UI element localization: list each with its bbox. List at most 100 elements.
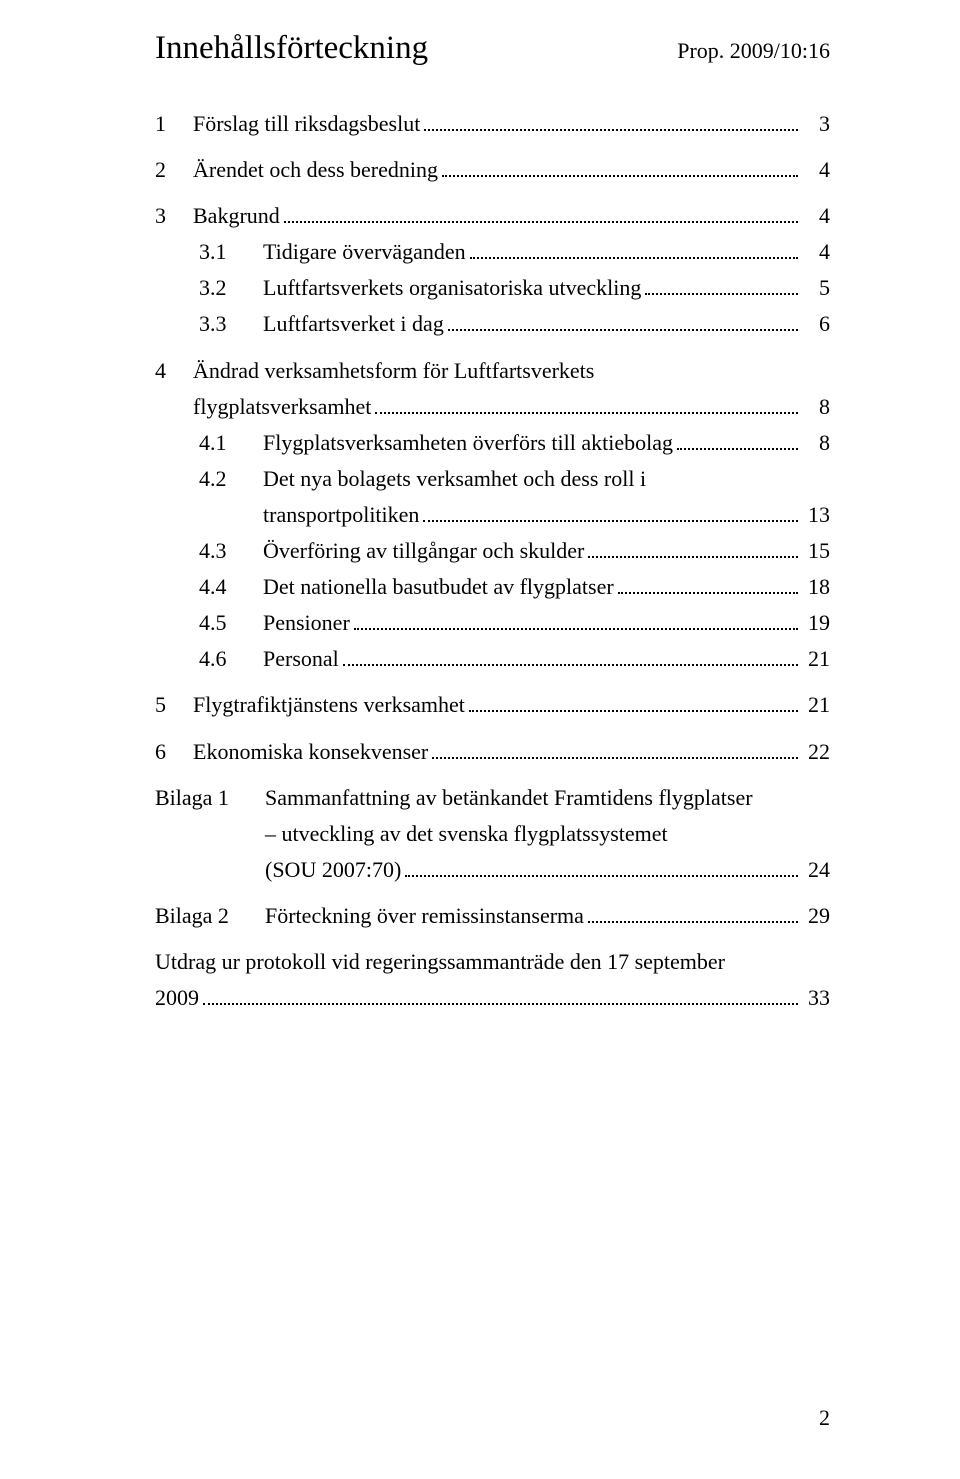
toc-text: Bakgrund bbox=[193, 199, 280, 233]
toc-subentry: 4.1 Flygplatsverksamheten överförs till … bbox=[155, 426, 830, 460]
toc-page: 21 bbox=[802, 642, 830, 676]
toc-block: 4 Ändrad verksamhetsform för Luftfartsve… bbox=[155, 354, 830, 677]
toc-text: Flygplatsverksamheten överförs till akti… bbox=[263, 426, 673, 460]
page: Innehållsförteckning Prop. 2009/10:16 1 … bbox=[0, 0, 960, 1479]
dot-leader bbox=[588, 901, 798, 923]
toc-text: Pensioner bbox=[263, 606, 350, 640]
toc-text: Det nya bolagets verksamhet och dess rol… bbox=[263, 462, 646, 496]
dot-leader bbox=[448, 310, 798, 332]
toc-text: Luftfartsverkets organisatoriska utveckl… bbox=[263, 271, 641, 305]
toc-page: 24 bbox=[802, 853, 830, 887]
toc-number: 2 bbox=[155, 153, 193, 187]
toc-text: Sammanfattning av betänkandet Framtidens… bbox=[265, 781, 753, 815]
toc-number: 4.2 bbox=[155, 462, 263, 496]
toc-entry: Utdrag ur protokoll vid regeringssammant… bbox=[155, 945, 830, 979]
toc-text: Förteckning över remissinstanserma bbox=[265, 899, 584, 933]
dot-leader bbox=[618, 572, 798, 594]
table-of-contents: 1 Förslag till riksdagsbeslut 3 2 Ärende… bbox=[155, 107, 830, 1015]
header-row: Innehållsförteckning Prop. 2009/10:16 bbox=[155, 30, 830, 67]
page-title: Innehållsförteckning bbox=[155, 30, 428, 67]
appendix-label: Bilaga 1 bbox=[155, 781, 265, 815]
toc-entry: 5 Flygtrafiktjänstens verksamhet 21 bbox=[155, 688, 830, 722]
toc-entry: 3 Bakgrund 4 bbox=[155, 199, 830, 233]
toc-page: 19 bbox=[802, 606, 830, 640]
toc-text: Flygtrafiktjänstens verksamhet bbox=[193, 688, 465, 722]
toc-block: Bilaga 1 Sammanfattning av betänkandet F… bbox=[155, 781, 830, 887]
dot-leader bbox=[284, 201, 798, 223]
toc-text: flygplatsverksamhet bbox=[193, 390, 371, 424]
toc-number: 4.1 bbox=[155, 426, 263, 460]
toc-subentry: 3.3 Luftfartsverket i dag 6 bbox=[155, 307, 830, 341]
toc-text: Tidigare överväganden bbox=[263, 235, 466, 269]
toc-page: 5 bbox=[802, 271, 830, 305]
toc-page: 15 bbox=[802, 534, 830, 568]
toc-page: 33 bbox=[802, 981, 830, 1015]
toc-block: 2 Ärendet och dess beredning 4 bbox=[155, 153, 830, 187]
dot-leader bbox=[469, 691, 798, 713]
toc-text: Det nationella basutbudet av flygplatser bbox=[263, 570, 614, 604]
toc-entry: 2 Ärendet och dess beredning 4 bbox=[155, 153, 830, 187]
dot-leader bbox=[470, 237, 798, 259]
dot-leader bbox=[343, 645, 798, 667]
dot-leader bbox=[588, 536, 798, 558]
toc-subentry-line2: transportpolitiken 13 bbox=[155, 498, 830, 532]
toc-entry-line2: flygplatsverksamhet 8 bbox=[155, 390, 830, 424]
dot-leader bbox=[677, 428, 798, 450]
toc-appendix-entry: Bilaga 2 Förteckning över remissinstanse… bbox=[155, 899, 830, 933]
toc-number: 5 bbox=[155, 688, 193, 722]
toc-page: 13 bbox=[802, 498, 830, 532]
toc-text: Ärendet och dess beredning bbox=[193, 153, 438, 187]
toc-page: 8 bbox=[802, 426, 830, 460]
dot-leader bbox=[423, 500, 798, 522]
toc-number: 3.3 bbox=[155, 307, 263, 341]
toc-number: 4.4 bbox=[155, 570, 263, 604]
toc-text: Överföring av tillgångar och skulder bbox=[263, 534, 584, 568]
dot-leader bbox=[424, 109, 798, 131]
toc-text: Personal bbox=[263, 642, 339, 676]
toc-text: Luftfartsverket i dag bbox=[263, 307, 444, 341]
toc-page: 22 bbox=[802, 735, 830, 769]
toc-subentry: 4.2 Det nya bolagets verksamhet och dess… bbox=[155, 462, 830, 496]
toc-page: 3 bbox=[802, 107, 830, 141]
appendix-label: Bilaga 2 bbox=[155, 899, 265, 933]
toc-number: 4.5 bbox=[155, 606, 263, 640]
toc-text: Utdrag ur protokoll vid regeringssammant… bbox=[155, 945, 725, 979]
toc-subentry: 3.1 Tidigare överväganden 4 bbox=[155, 235, 830, 269]
toc-block: Utdrag ur protokoll vid regeringssammant… bbox=[155, 945, 830, 1015]
toc-subentry: 4.4 Det nationella basutbudet av flygpla… bbox=[155, 570, 830, 604]
toc-block: 1 Förslag till riksdagsbeslut 3 bbox=[155, 107, 830, 141]
toc-text: (SOU 2007:70) bbox=[265, 853, 401, 887]
toc-number: 4 bbox=[155, 354, 193, 388]
toc-block: 5 Flygtrafiktjänstens verksamhet 21 bbox=[155, 688, 830, 722]
page-number: 2 bbox=[819, 1405, 830, 1431]
dot-leader bbox=[432, 737, 798, 759]
toc-subentry: 4.3 Överföring av tillgångar och skulder… bbox=[155, 534, 830, 568]
toc-text: Ändrad verksamhetsform för Luftfartsverk… bbox=[193, 354, 594, 388]
toc-text: Ekonomiska konsekvenser bbox=[193, 735, 428, 769]
toc-number: 3.1 bbox=[155, 235, 263, 269]
toc-page: 18 bbox=[802, 570, 830, 604]
toc-number: 4.6 bbox=[155, 642, 263, 676]
toc-page: 6 bbox=[802, 307, 830, 341]
toc-subentry: 4.6 Personal 21 bbox=[155, 642, 830, 676]
dot-leader bbox=[645, 274, 798, 296]
dot-leader bbox=[375, 392, 798, 414]
dot-leader bbox=[203, 983, 798, 1005]
toc-page: 4 bbox=[802, 153, 830, 187]
toc-block: Bilaga 2 Förteckning över remissinstanse… bbox=[155, 899, 830, 933]
toc-text: Förslag till riksdagsbeslut bbox=[193, 107, 420, 141]
toc-subentry: 4.5 Pensioner 19 bbox=[155, 606, 830, 640]
toc-appendix-line2: – utveckling av det svenska flygplatssys… bbox=[155, 817, 830, 851]
toc-entry: 1 Förslag till riksdagsbeslut 3 bbox=[155, 107, 830, 141]
toc-page: 4 bbox=[802, 235, 830, 269]
prop-label: Prop. 2009/10:16 bbox=[677, 38, 830, 64]
toc-entry: 4 Ändrad verksamhetsform för Luftfartsve… bbox=[155, 354, 830, 388]
toc-page: 8 bbox=[802, 390, 830, 424]
toc-subentry: 3.2 Luftfartsverkets organisatoriska utv… bbox=[155, 271, 830, 305]
dot-leader bbox=[354, 608, 798, 630]
toc-page: 21 bbox=[802, 688, 830, 722]
toc-number: 1 bbox=[155, 107, 193, 141]
toc-appendix-line3: (SOU 2007:70) 24 bbox=[155, 853, 830, 887]
toc-text: transportpolitiken bbox=[263, 498, 419, 532]
toc-number: 3.2 bbox=[155, 271, 263, 305]
